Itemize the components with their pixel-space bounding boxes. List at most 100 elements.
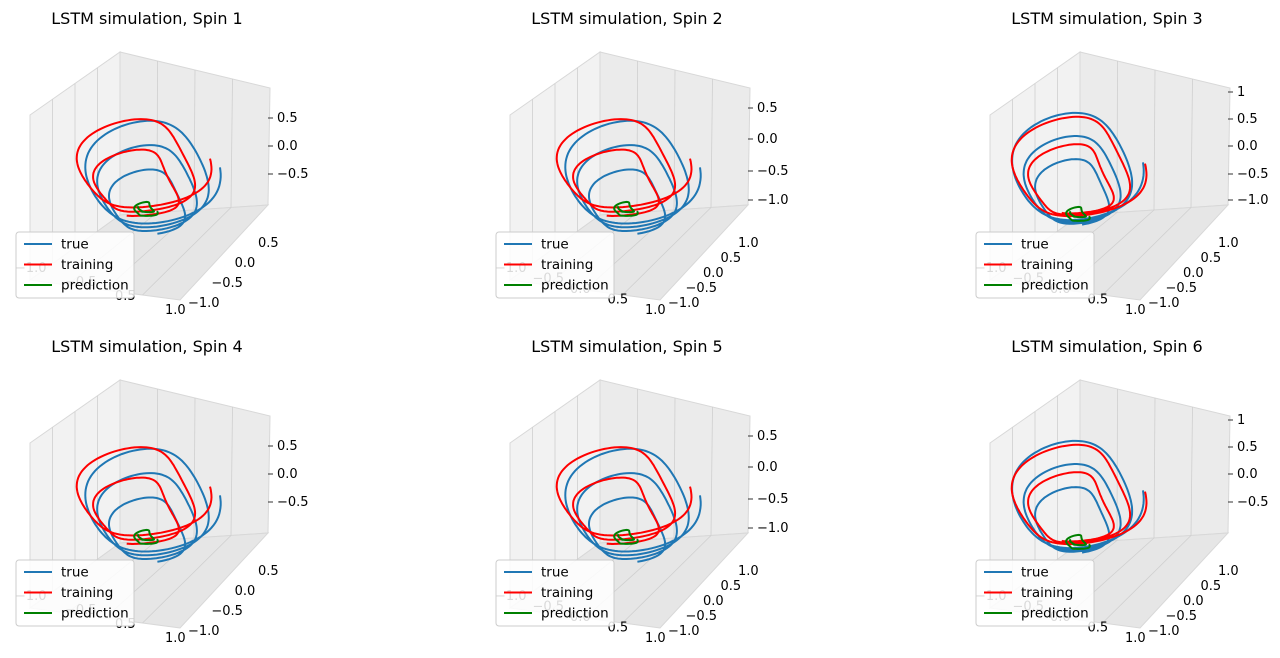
y-tick-label: 0.5 [258, 236, 279, 251]
subplot-title: LSTM simulation, Spin 6 [1011, 337, 1202, 356]
y-tick-label: −1.0 [668, 624, 700, 639]
legend-label-prediction: prediction [541, 606, 609, 622]
legend-label-training: training [1021, 257, 1073, 273]
legend-label-training: training [61, 257, 113, 273]
series-training-line [75, 446, 213, 545]
z-tick-label: 0.5 [757, 429, 778, 444]
x-tick-label: 1.0 [645, 631, 666, 646]
gridline [1190, 78, 1193, 208]
legend-label-prediction: prediction [61, 278, 129, 294]
legend-box [495, 231, 615, 299]
legend-box [975, 559, 1095, 627]
y-tick-label: −0.5 [211, 604, 243, 619]
y-tick-label: −1.0 [668, 296, 700, 311]
gridline [1190, 406, 1193, 536]
x-tick-label: 1.0 [1125, 303, 1146, 318]
series-training-line [1010, 115, 1148, 218]
series-prediction-line [613, 528, 639, 545]
series-true-line [84, 447, 222, 563]
z-tick-label: −1.0 [1237, 193, 1269, 208]
z-tick-label: −0.5 [757, 164, 789, 179]
legend-box [15, 231, 135, 299]
y-tick-label: −0.5 [1166, 281, 1198, 296]
series-training-line [1010, 443, 1148, 546]
legend-label-training: training [541, 585, 593, 601]
series-training-line [75, 118, 213, 217]
x-tick-label: 1.0 [645, 303, 666, 318]
gridline [1102, 535, 1192, 624]
subplot-4: LSTM simulation, Spin 40.50.0−0.50.50.0−… [15, 337, 309, 646]
series-training-line [555, 446, 693, 545]
legend-label-true: true [1021, 237, 1049, 253]
gridline [1116, 388, 1118, 541]
y-tick-label: 0.0 [235, 256, 256, 271]
z-tick-label: 0.0 [277, 467, 298, 482]
gridline [710, 78, 713, 208]
series-true-line [84, 119, 222, 235]
subplot-title: LSTM simulation, Spin 2 [531, 9, 722, 28]
z-tick-label: −0.5 [1237, 167, 1269, 182]
y-tick-label: −0.5 [686, 609, 718, 624]
legend: true training prediction [975, 559, 1095, 627]
y-tick-label: 0.5 [1201, 251, 1222, 266]
z-tick-label: 0.5 [1237, 112, 1258, 127]
y-tick-label: 0.0 [703, 594, 724, 609]
legend: true training prediction [975, 231, 1095, 299]
series-prediction-line [1065, 205, 1091, 222]
y-tick-label: −0.5 [686, 281, 718, 296]
gridline [1153, 69, 1156, 211]
y-tick-label: 0.5 [721, 251, 742, 266]
z-tick-label: 0.5 [1237, 440, 1258, 455]
z-tick-label: −1.0 [757, 521, 789, 536]
y-tick-label: 0.5 [258, 564, 279, 579]
series-true-line [564, 119, 702, 235]
z-tick-label: −0.5 [277, 167, 309, 182]
legend-box [495, 559, 615, 627]
x-tick-label: 1.0 [165, 303, 186, 318]
z-tick-label: −0.5 [757, 492, 789, 507]
gridline [230, 78, 233, 208]
legend-label-true: true [1021, 565, 1049, 581]
y-tick-label: 0.0 [703, 266, 724, 281]
z-tick-label: −0.5 [1237, 495, 1269, 510]
series-prediction-line [1065, 533, 1091, 550]
legend: true training prediction [495, 559, 615, 627]
z-tick-label: −0.5 [277, 495, 309, 510]
x-tick-label: 1.0 [165, 631, 186, 646]
gridline [622, 207, 712, 296]
y-tick-label: −1.0 [188, 296, 220, 311]
legend-box [975, 231, 1095, 299]
y-tick-label: 1.0 [1218, 236, 1239, 251]
z-tick-label: 0.0 [757, 132, 778, 147]
y-tick-label: 0.5 [1201, 579, 1222, 594]
legend-label-true: true [61, 565, 89, 581]
y-tick-label: −0.5 [211, 276, 243, 291]
legend: true training prediction [15, 231, 135, 299]
subplot-3: LSTM simulation, Spin 310.50.0−0.5−1.01.… [975, 9, 1269, 318]
series-training-line [555, 118, 693, 217]
subplot-1: LSTM simulation, Spin 10.50.0−0.50.50.0−… [15, 9, 309, 318]
legend-label-training: training [1021, 585, 1073, 601]
series-prediction-line [613, 200, 639, 217]
gridline [156, 388, 158, 541]
z-tick-label: 0.0 [757, 460, 778, 475]
subplot-title: LSTM simulation, Spin 1 [51, 9, 242, 28]
legend-label-prediction: prediction [61, 606, 129, 622]
legend: true training prediction [15, 559, 135, 627]
subplot-title: LSTM simulation, Spin 5 [531, 337, 722, 356]
y-tick-label: 1.0 [738, 236, 759, 251]
z-tick-label: 1 [1237, 413, 1245, 428]
gridline [1102, 207, 1192, 296]
subplot-title: LSTM simulation, Spin 3 [1011, 9, 1202, 28]
legend-label-prediction: prediction [541, 278, 609, 294]
legend-label-training: training [541, 257, 593, 273]
gridline [230, 406, 233, 536]
y-tick-label: 1.0 [1218, 564, 1239, 579]
y-tick-label: −0.5 [1166, 609, 1198, 624]
legend: true training prediction [495, 231, 615, 299]
series-prediction-line [133, 528, 159, 545]
z-tick-label: 0.0 [1237, 467, 1258, 482]
z-tick-label: 0.0 [277, 139, 298, 154]
gridline [1153, 397, 1156, 539]
legend-label-true: true [541, 237, 569, 253]
